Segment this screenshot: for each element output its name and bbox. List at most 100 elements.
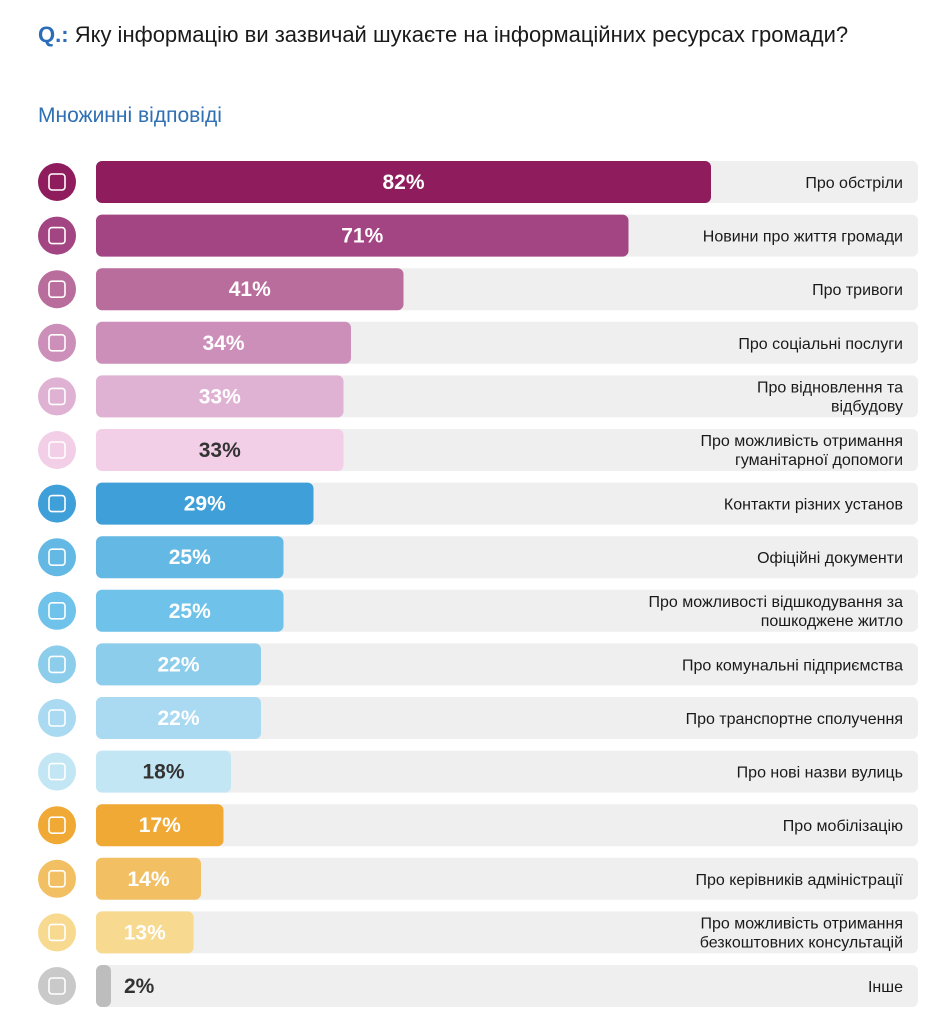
icon-glyph	[48, 494, 66, 513]
bus-icon	[38, 699, 76, 737]
bar	[96, 697, 261, 739]
bar-row: 18% Про нові назви вулиць	[38, 750, 918, 793]
value-label: 14%	[127, 868, 169, 891]
icon-circle	[38, 645, 76, 684]
bar	[96, 857, 201, 900]
category-label-line: пошкоджене житло	[761, 613, 903, 630]
icon-circle	[38, 270, 76, 309]
bar	[96, 429, 344, 471]
value-label: 22%	[157, 653, 199, 676]
bar-row: 13% Про можливість отримання безкоштовних …	[38, 911, 918, 954]
icon-circle	[38, 591, 76, 630]
bar-row: 33% Про відновлення та відбудову	[38, 375, 918, 418]
value-label: 22%	[157, 707, 199, 730]
bar-row: 41% Про тривоги	[38, 268, 918, 311]
bar-row: 34% Про соціальні послуги	[38, 321, 918, 364]
category-label-line: безкоштовних консультацій	[700, 934, 903, 951]
bar-track	[96, 804, 918, 847]
bar-row: 25% Офіційні документи	[38, 536, 918, 579]
category-label-line: гуманітарної допомоги	[735, 452, 903, 469]
bar-row: 22% Про комунальні підприємства	[38, 643, 918, 686]
category-label: Про комунальні підприємства	[682, 657, 903, 674]
bar-track	[96, 911, 918, 954]
category-label-line: Про можливість отримання	[700, 915, 903, 932]
question-prefix: Q.:	[38, 22, 69, 47]
icon-glyph	[48, 548, 66, 567]
value-label: 71%	[341, 225, 383, 248]
icon-circle	[38, 323, 76, 362]
chat-bubbles-icon	[38, 967, 76, 1005]
category-label: Контакти різних установ	[724, 497, 903, 514]
icon-glyph	[48, 655, 66, 674]
bar	[96, 589, 284, 632]
humanitarian-aid-icon	[38, 431, 76, 469]
bar	[96, 965, 111, 1007]
bar-track	[96, 536, 918, 579]
category-label-line: Про можливість отримання	[700, 433, 903, 450]
bar-row: 14% Про керівників адміністрації	[38, 857, 918, 900]
subtitle: Множинні відповіді	[38, 104, 222, 127]
category-label: Про відновлення та відбудову	[757, 379, 903, 415]
value-label: 29%	[184, 493, 226, 516]
value-label: 82%	[382, 171, 424, 194]
bar	[96, 643, 261, 686]
icon-circle	[38, 806, 76, 845]
icon-circle	[38, 484, 76, 523]
alarm-siren-icon	[38, 270, 76, 309]
icon-circle	[38, 699, 76, 737]
icon-circle	[38, 163, 76, 201]
category-label: Про соціальні послуги	[738, 336, 903, 353]
contacts-grid-icon	[38, 484, 76, 523]
value-label: 33%	[199, 385, 241, 408]
bar	[96, 536, 284, 579]
question-body: Яку інформацію ви зазвичай шукаєте на ін…	[74, 22, 849, 47]
value-label: 25%	[169, 600, 211, 623]
icon-circle	[38, 913, 76, 952]
value-label: 18%	[142, 761, 184, 784]
bar-row: 22% Про транспортне сполучення	[38, 697, 918, 739]
bar	[96, 321, 351, 364]
icon-circle	[38, 377, 76, 416]
icon-circle	[38, 538, 76, 577]
bar-track	[96, 697, 918, 739]
bar-row: 17% Про мобілізацію	[38, 804, 918, 847]
reconstruction-crane-icon	[38, 377, 76, 416]
value-label: 33%	[199, 439, 241, 462]
coins-compensation-icon	[38, 591, 76, 630]
bar-row: 29% Контакти різних установ	[38, 482, 918, 525]
icon-circle	[38, 216, 76, 255]
document-icon	[38, 538, 76, 577]
value-label: 2%	[124, 975, 155, 998]
bar-track	[96, 589, 918, 632]
category-label: Офіційні документи	[757, 550, 903, 567]
bar-track	[96, 965, 918, 1007]
icon-glyph	[48, 869, 66, 888]
community-news-icon	[38, 216, 76, 255]
question-text: Q.: Яку інформацію ви зазвичай шукаєте н…	[38, 20, 858, 50]
icon-glyph	[48, 762, 66, 781]
icon-circle	[38, 859, 76, 898]
category-label-line: Про можливості відшкодування за	[648, 594, 903, 611]
bar-track	[96, 643, 918, 686]
street-signpost-icon	[38, 752, 76, 791]
icon-glyph	[48, 173, 66, 191]
category-label: Про нові назви вулиць	[737, 765, 903, 782]
icon-glyph	[48, 226, 66, 245]
bar-row: 2% Інше	[38, 965, 918, 1007]
icon-glyph	[48, 816, 66, 835]
bar-track	[96, 750, 918, 793]
value-label: 17%	[139, 814, 181, 837]
bar	[96, 161, 711, 203]
consultation-icon	[38, 913, 76, 952]
icon-glyph	[48, 601, 66, 620]
icon-glyph	[48, 977, 66, 995]
category-label: Про тривоги	[812, 282, 903, 299]
bar-row: 71% Новини про життя громади	[38, 214, 918, 257]
icon-circle	[38, 752, 76, 791]
icon-glyph	[48, 709, 66, 727]
value-label: 41%	[229, 278, 271, 301]
bar	[96, 268, 404, 311]
bar	[96, 214, 629, 257]
value-label: 13%	[124, 921, 166, 944]
icon-circle	[38, 967, 76, 1005]
